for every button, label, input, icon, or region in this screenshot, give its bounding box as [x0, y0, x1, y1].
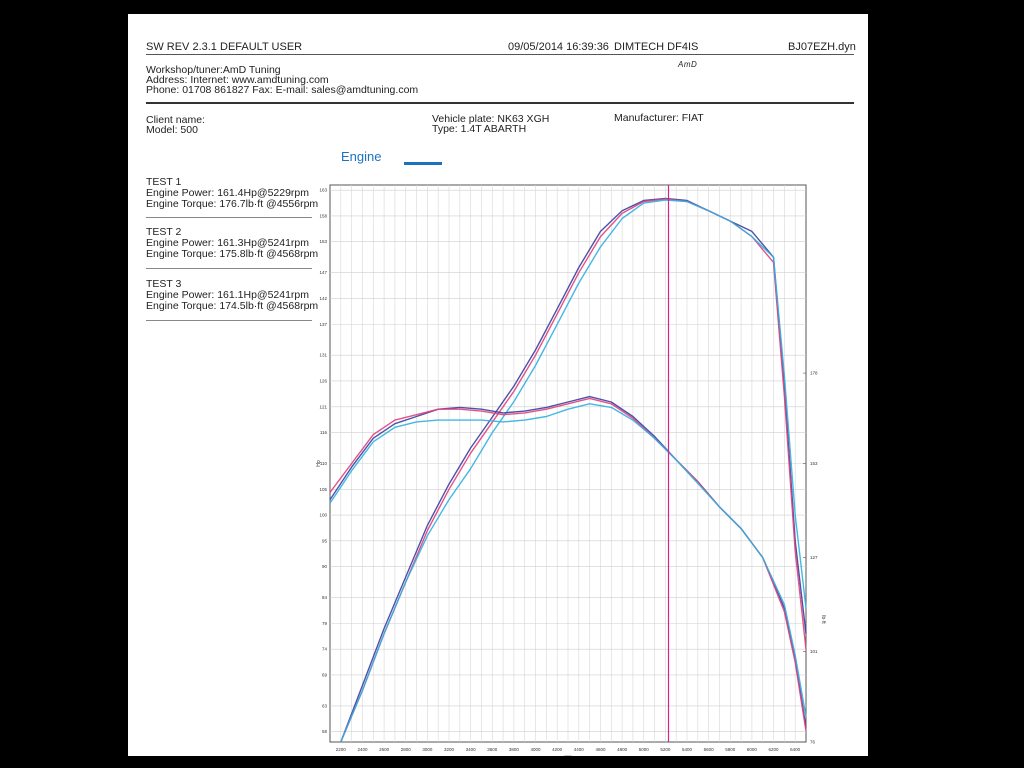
vehicle-type: Type: 1.4T ABARTH	[432, 123, 527, 135]
legend-engine-label: Engine	[341, 149, 382, 164]
y-tick-label: 158	[319, 213, 327, 218]
power-curve-1	[340, 197, 807, 743]
y-tick-label: 126	[319, 378, 327, 383]
y2-tick-label: 76	[810, 740, 816, 745]
x-tick-label: 3000	[422, 747, 433, 752]
test-divider	[146, 268, 312, 269]
x-tick-label: 3400	[466, 747, 477, 752]
y-tick-label: 95	[322, 538, 328, 543]
y-tick-label: 131	[319, 353, 327, 358]
test-1-block: TEST 1 Engine Power: 161.4Hp@5229rpm Eng…	[146, 176, 319, 211]
x-tick-label: 5200	[660, 747, 671, 752]
test-power: Engine Power: 161.1Hp@5241rpm	[146, 289, 310, 302]
y-tick-label: 110	[320, 461, 328, 466]
y2-tick-label: 153	[810, 461, 818, 466]
power-curve-3	[340, 199, 807, 743]
y-tick-label: 147	[319, 270, 327, 275]
test-divider	[146, 217, 312, 218]
x-tick-label: 3600	[487, 747, 498, 752]
y2-tick-label: 101	[810, 649, 818, 654]
y-tick-label: 121	[319, 404, 327, 409]
workshop-line: Workshop/tuner:AmD Tuning	[146, 64, 281, 76]
x-tick-label: 3200	[444, 747, 455, 752]
test-power: Engine Power: 161.3Hp@5241rpm	[146, 237, 310, 250]
test-torque: Engine Torque: 174.5lb·ft @4568rpm	[146, 300, 319, 313]
y-tick-label: 116	[320, 430, 328, 435]
manufacturer: Manufacturer: FIAT	[614, 112, 704, 124]
y-tick-label: 69	[322, 672, 328, 677]
y-tick-label: 79	[322, 621, 328, 626]
y-tick-label: 142	[319, 296, 327, 301]
x-tick-label: 5000	[639, 747, 650, 752]
y2-tick-label: 127	[810, 555, 818, 560]
x-tick-label: 2400	[357, 747, 368, 752]
x-tick-label: 2200	[336, 747, 347, 752]
x-tick-label: 5400	[682, 747, 693, 752]
x-tick-label: 6400	[790, 747, 801, 752]
contact-line: Phone: 01708 861827 Fax: E-mail: sales@a…	[146, 84, 419, 96]
x-tick-label: 3800	[509, 747, 520, 752]
test-title: TEST 3	[146, 278, 182, 290]
vehicle-model: Model: 500	[146, 124, 198, 136]
y-tick-label: 90	[322, 564, 328, 569]
y-tick-label: 84	[322, 595, 328, 600]
test-torque: Engine Torque: 176.7lb·ft @4556rpm	[146, 198, 319, 211]
legend-engine-swatch	[404, 162, 442, 165]
x-tick-label: 2800	[401, 747, 412, 752]
client-name: Client name:	[146, 114, 205, 126]
test-2-block: TEST 2 Engine Power: 161.3Hp@5241rpm Eng…	[146, 226, 319, 261]
x-tick-label: 5600	[704, 747, 715, 752]
report-datetime: 09/05/2014 16:39:36	[508, 41, 609, 53]
y2-axis-label: lb·ft	[820, 615, 826, 624]
dyno-model: DIMTECH DF4IS	[614, 41, 699, 53]
x-tick-label: 4400	[574, 747, 585, 752]
y2-tick-label: 178	[810, 371, 818, 376]
dyno-report-sheet: SW REV 2.3.1 DEFAULT USER 09/05/2014 16:…	[128, 14, 868, 756]
y-tick-label: 58	[322, 729, 328, 734]
y-tick-label: 105	[319, 487, 327, 492]
x-tick-label: 5800	[725, 747, 736, 752]
test-divider	[146, 320, 312, 321]
torque-curve-3	[329, 403, 807, 717]
file-name: BJ07EZH.dyn	[788, 41, 856, 53]
workshop-rule	[146, 102, 854, 104]
x-tick-label: 2600	[379, 747, 390, 752]
test-title: TEST 2	[146, 226, 182, 238]
y-axis-label: Hp	[316, 460, 322, 467]
user-name: DEFAULT USER	[220, 41, 303, 53]
software-version: SW REV 2.3.1	[146, 41, 217, 53]
y-tick-label: 163	[319, 188, 327, 193]
y-tick-label: 74	[322, 647, 328, 652]
x-tick-label: 4800	[617, 747, 628, 752]
vehicle-plate: Vehicle plate: NK63 XGH	[432, 113, 550, 125]
test-3-block: TEST 3 Engine Power: 161.1Hp@5241rpm Eng…	[146, 278, 319, 313]
x-tick-label: 4000	[531, 747, 542, 752]
y-tick-label: 153	[319, 239, 327, 244]
header-rule	[146, 54, 854, 55]
x-axis-label: rpm	[564, 754, 572, 756]
x-tick-label: 6000	[747, 747, 758, 752]
test-power: Engine Power: 161.4Hp@5229rpm	[146, 187, 310, 200]
x-tick-label: 4200	[552, 747, 563, 752]
x-tick-label: 6200	[769, 747, 780, 752]
y-tick-label: 100	[319, 513, 327, 518]
y-tick-label: 137	[319, 322, 327, 327]
address-line: Address: Internet: www.amdtuning.com	[146, 74, 329, 86]
test-title: TEST 1	[146, 176, 182, 188]
x-tick-label: 4600	[595, 747, 606, 752]
amd-logo: AmD	[678, 60, 698, 69]
y-tick-label: 63	[322, 703, 328, 708]
engine-dyno-chart: 2200 2400 2600 2800 3000 3200 3400 3600 3800 4000…	[316, 184, 826, 756]
test-torque: Engine Torque: 175.8lb·ft @4568rpm	[146, 248, 319, 261]
